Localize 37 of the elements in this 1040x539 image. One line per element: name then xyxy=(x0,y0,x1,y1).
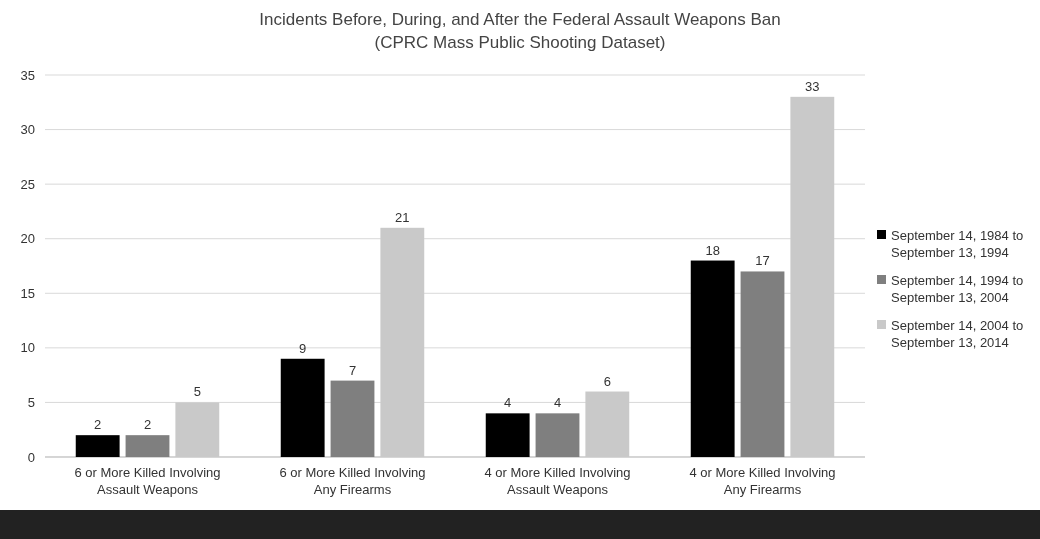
y-tick-label: 5 xyxy=(27,394,35,410)
bar xyxy=(330,380,375,457)
data-label: 5 xyxy=(193,384,201,400)
legend-label: September 14, 1994 to September 13, 2004 xyxy=(891,273,1024,306)
data-label: 18 xyxy=(705,242,720,258)
x-tick-label: 4 or More Killed Involving Assault Weapons xyxy=(484,465,631,497)
data-label: 2 xyxy=(94,417,102,433)
data-label: 17 xyxy=(755,253,770,269)
y-tick-label: 0 xyxy=(27,449,35,465)
chart-title: Incidents Before, During, and After the Federal Assault Weapons Ban xyxy=(259,10,781,29)
y-tick-label: 15 xyxy=(20,285,35,301)
data-label: 7 xyxy=(348,362,357,378)
x-tick-label: 6 or More Killed Involving Any Firearms xyxy=(279,465,426,497)
bar xyxy=(75,435,120,457)
data-label: 2 xyxy=(143,417,152,433)
chart-subtitle: (CPRC Mass Public Shooting Dataset) xyxy=(374,33,666,52)
bar xyxy=(485,413,530,457)
legend-label: September 14, 2004 to September 13, 2014 xyxy=(891,318,1024,351)
bar xyxy=(740,271,785,457)
data-label: 6 xyxy=(603,373,611,389)
data-label: 33 xyxy=(805,78,820,94)
legend-label: September 14, 1984 to September 13, 1994 xyxy=(891,228,1024,261)
data-label: 21 xyxy=(395,209,410,225)
data-label: 9 xyxy=(299,340,307,356)
x-tick-label: 4 or More Killed Involving Any Firearms xyxy=(689,465,836,497)
y-tick-label: 25 xyxy=(20,176,35,192)
y-tick-label: 20 xyxy=(20,231,35,247)
bar xyxy=(280,358,325,457)
bar xyxy=(535,413,580,457)
y-tick-label: 10 xyxy=(20,340,35,356)
x-tick-label: 6 or More Killed Involving Assault Weapons xyxy=(74,465,221,497)
y-tick-label: 30 xyxy=(20,122,35,138)
data-label: 4 xyxy=(504,395,512,411)
y-tick-label: 35 xyxy=(20,67,35,83)
data-label: 4 xyxy=(553,395,562,411)
bar xyxy=(125,435,170,457)
bar xyxy=(690,260,735,457)
